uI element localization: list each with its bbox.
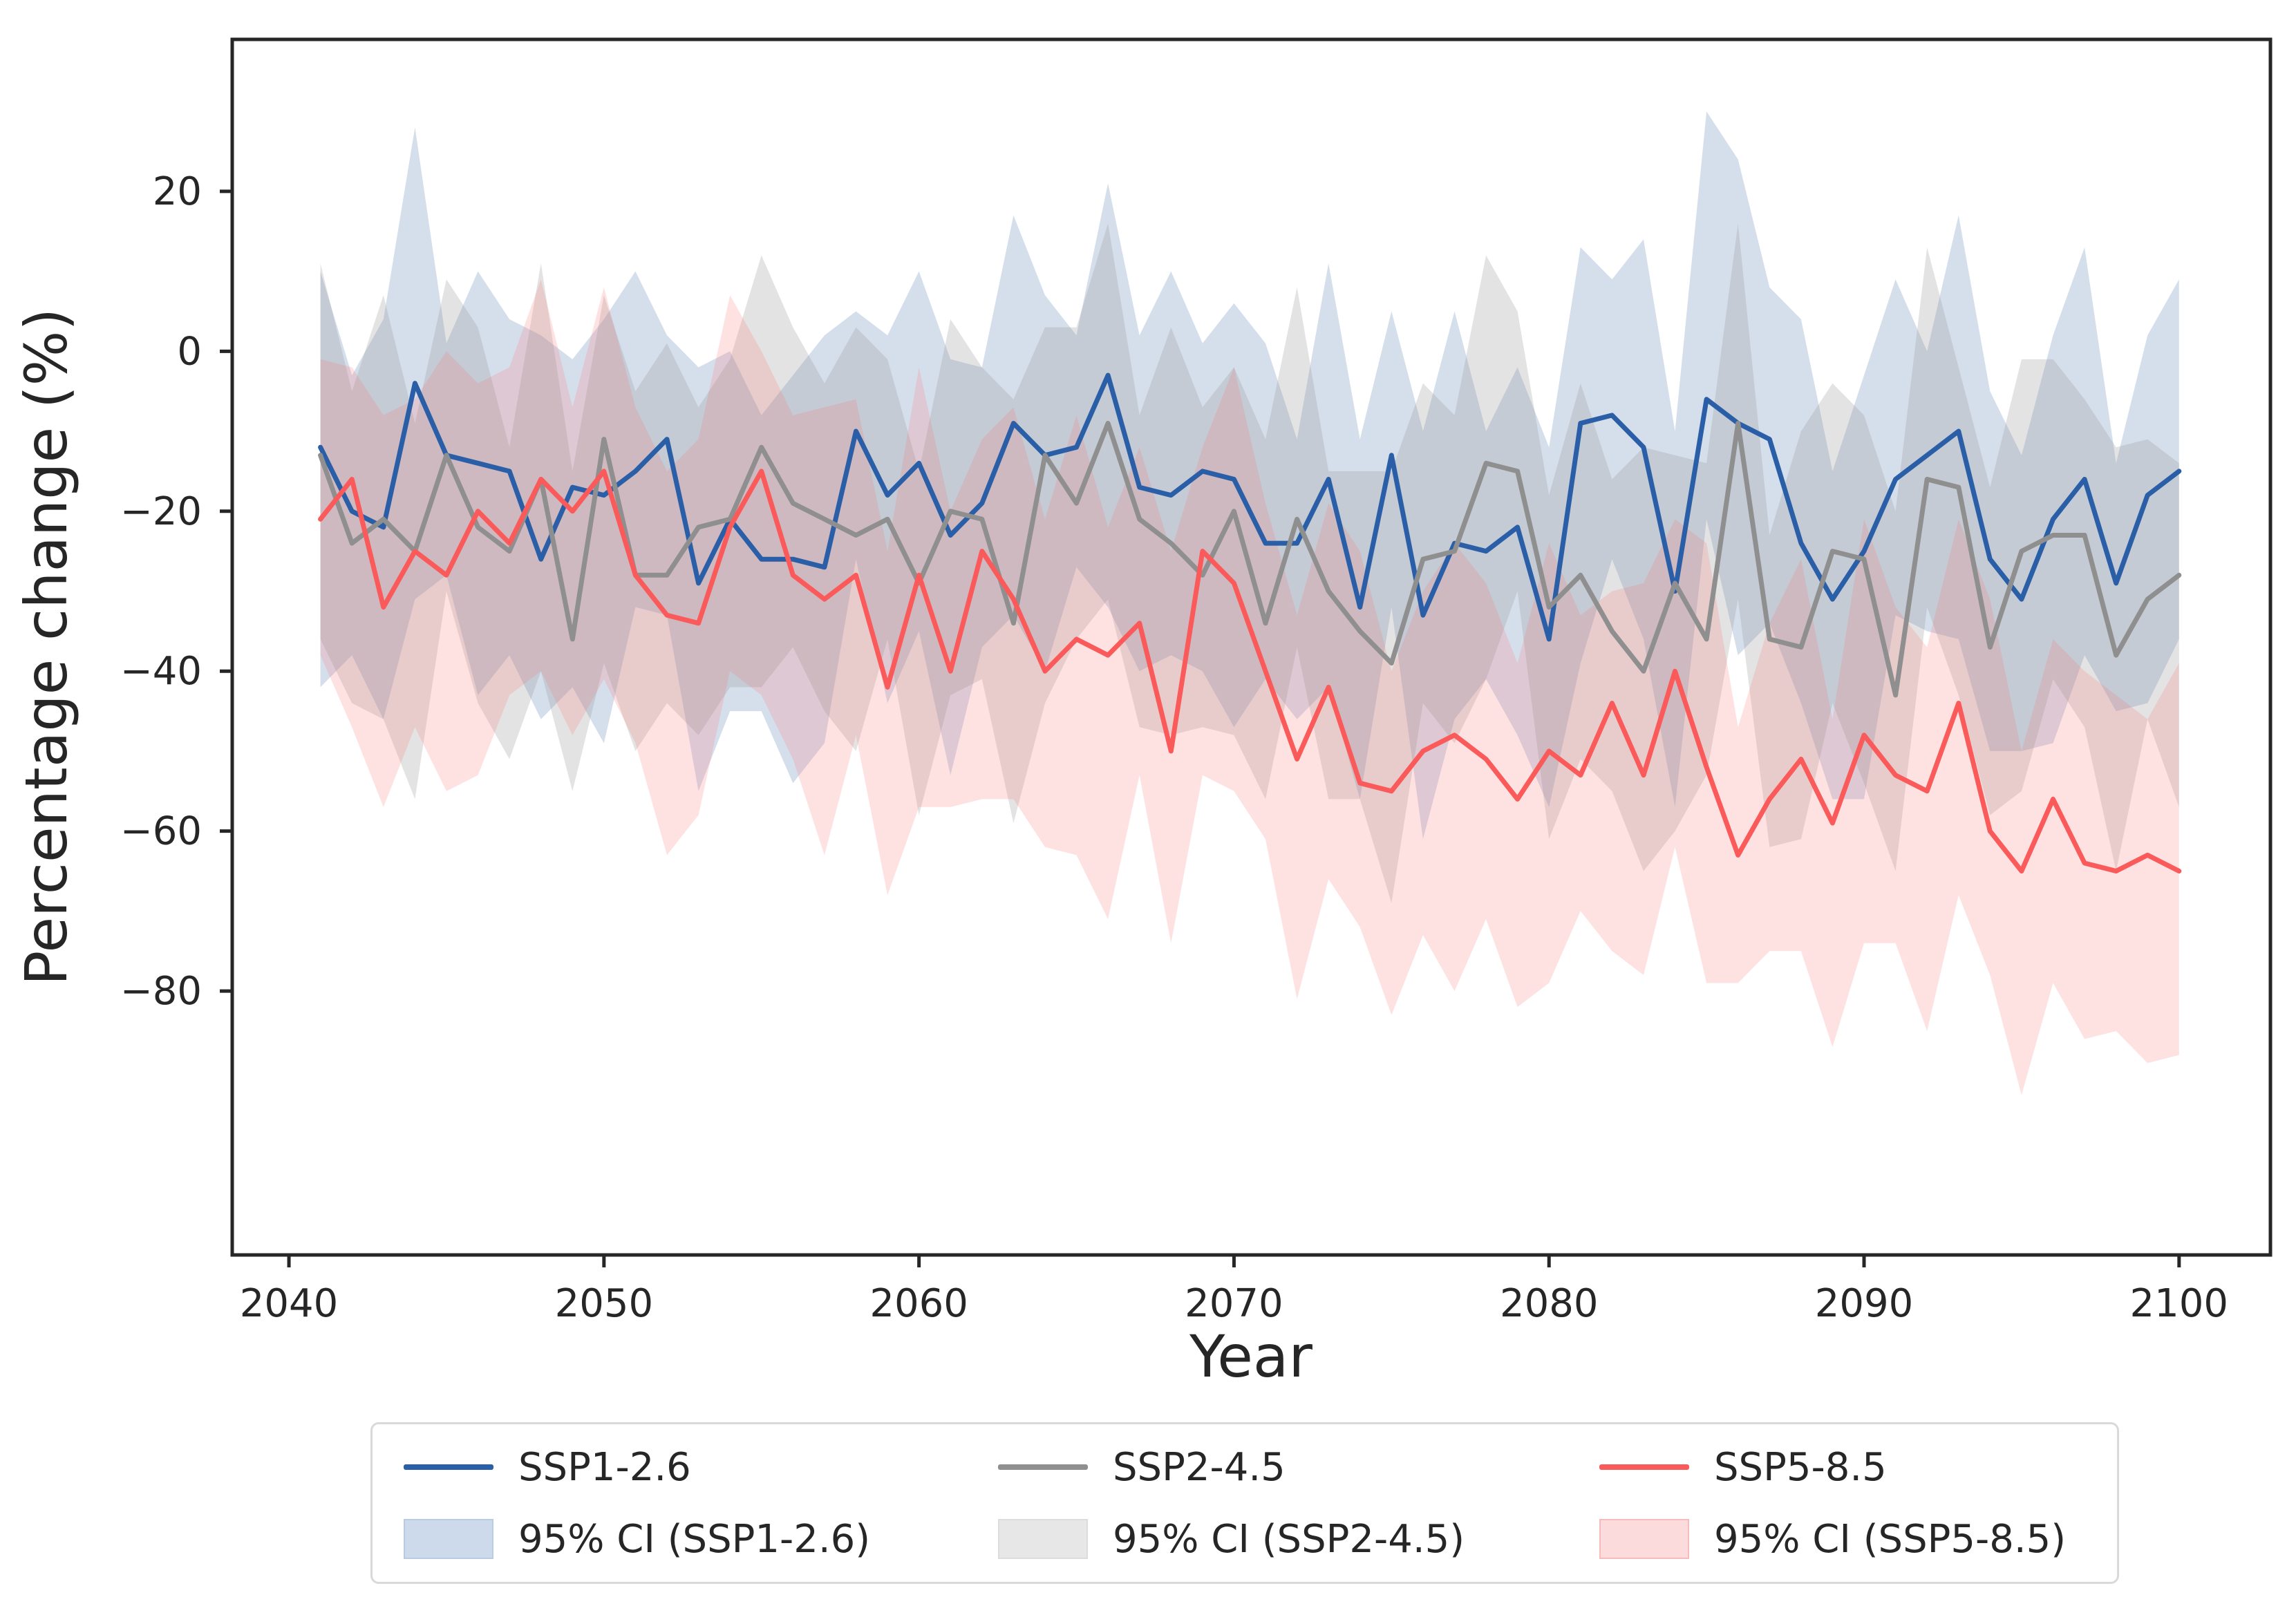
legend-item-label: SSP1-2.6	[518, 1444, 691, 1490]
plot-border	[230, 37, 2273, 1257]
x-tick-label: 2080	[1500, 1281, 1599, 1326]
y-tick-label: −60	[120, 809, 202, 854]
legend-item-ssp2-ci: 95% CI (SSP2-4.5)	[998, 1517, 1599, 1562]
line-swatch-icon	[404, 1464, 493, 1470]
x-tick-label: 2050	[555, 1281, 654, 1326]
ci-swatch-icon	[998, 1519, 1088, 1559]
x-axis-label: Year	[1189, 1323, 1312, 1390]
legend-item-ssp2-line: SSP2-4.5	[998, 1445, 1599, 1490]
ci-swatch-icon	[404, 1519, 493, 1559]
legend-item-label: SSP2-4.5	[1113, 1444, 1286, 1490]
x-tick-label: 2100	[2130, 1281, 2229, 1326]
y-axis-label: Percentage change (%)	[12, 308, 80, 985]
y-tick-label: −20	[120, 489, 202, 534]
x-tick-label: 2040	[240, 1281, 339, 1326]
ci-swatch-icon	[1599, 1519, 1689, 1559]
series-line	[318, 469, 2182, 873]
y-tick-label: −80	[120, 969, 202, 1014]
series-lines	[318, 372, 2182, 873]
legend: SSP1-2.6 95% CI (SSP1-2.6) SSP2-4.5 95% …	[370, 1422, 2119, 1584]
line-swatch-icon	[998, 1464, 1088, 1470]
ci-bands	[320, 111, 2179, 1095]
legend-item-ssp5-ci: 95% CI (SSP5-8.5)	[1599, 1517, 2117, 1562]
line-swatch-icon	[1599, 1464, 1689, 1470]
legend-item-ssp1-ci: 95% CI (SSP1-2.6)	[404, 1517, 998, 1562]
legend-item-label: 95% CI (SSP2-4.5)	[1113, 1516, 1465, 1562]
legend-item-ssp1-line: SSP1-2.6	[404, 1445, 998, 1490]
series-line	[318, 372, 2182, 642]
x-tick-label: 2090	[1815, 1281, 1914, 1326]
y-tick-label: −40	[120, 649, 202, 694]
y-tick-label: 20	[153, 169, 202, 214]
legend-item-label: SSP5-8.5	[1714, 1444, 1887, 1490]
x-tick-label: 2060	[869, 1281, 968, 1326]
ci-band	[320, 279, 2179, 1095]
axis-ticks	[220, 189, 2181, 1267]
legend-item-label: 95% CI (SSP5-8.5)	[1714, 1516, 2067, 1562]
legend-item-label: 95% CI (SSP1-2.6)	[518, 1516, 871, 1562]
ci-band	[320, 111, 2179, 840]
y-tick-label: 0	[177, 329, 202, 374]
axis-tick-labels: 2040 2050 2060 2070 2080 2090 2100 20 0 −20 −40 −60…	[120, 169, 2228, 1326]
x-tick-label: 2070	[1185, 1281, 1283, 1326]
legend-item-ssp5-line: SSP5-8.5	[1599, 1445, 2117, 1490]
